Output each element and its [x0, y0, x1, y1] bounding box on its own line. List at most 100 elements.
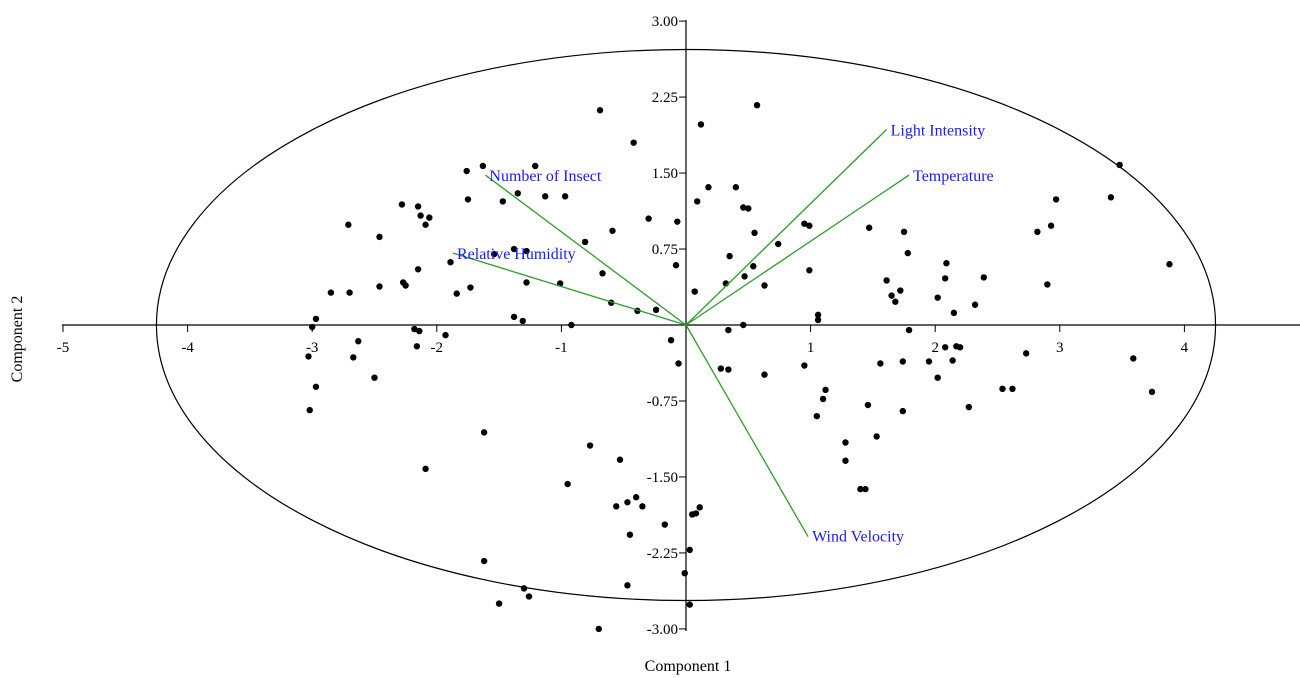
data-point: [806, 222, 813, 229]
data-point: [681, 569, 688, 577]
data-point: [523, 279, 530, 286]
data-point: [480, 557, 488, 565]
data-point: [581, 238, 589, 246]
data-point: [596, 107, 604, 114]
data-point: [900, 228, 908, 236]
data-point: [309, 323, 316, 331]
x-tick-label: -2: [431, 340, 444, 356]
vector-label-wind-velocity: Wind Velocity: [812, 529, 904, 546]
data-point: [888, 292, 895, 299]
data-point: [740, 321, 747, 329]
data-point: [490, 250, 498, 258]
data-point: [645, 215, 652, 222]
data-point: [422, 221, 429, 228]
data-point: [864, 401, 872, 409]
data-point: [814, 316, 822, 324]
y-tick-label: 1.50: [652, 166, 678, 182]
data-point: [965, 403, 973, 411]
x-tick-label: -4: [181, 340, 194, 356]
data-point: [609, 227, 616, 234]
y-axis-title: Component 2: [9, 296, 26, 383]
data-point: [801, 220, 808, 227]
data-point: [480, 429, 488, 436]
data-point: [667, 336, 675, 344]
y-tick-label: -1.50: [647, 470, 678, 486]
data-point: [402, 282, 409, 289]
data-point: [897, 287, 904, 294]
data-point: [532, 162, 539, 170]
data-point: [499, 198, 507, 205]
data-point: [819, 395, 827, 403]
data-point: [350, 354, 357, 361]
data-point: [725, 366, 732, 373]
data-point: [842, 457, 849, 464]
x-tick-label: 4: [1181, 340, 1189, 356]
data-point: [376, 233, 383, 241]
data-point: [1034, 228, 1041, 236]
data-point: [726, 252, 733, 260]
data-point: [417, 212, 424, 219]
data-point: [376, 283, 383, 290]
data-point: [877, 360, 884, 367]
data-point: [873, 433, 880, 440]
data-point: [1009, 385, 1016, 393]
data-point: [696, 504, 703, 511]
data-point: [355, 338, 362, 345]
data-point: [717, 365, 725, 372]
data-point: [732, 184, 740, 191]
data-point: [761, 371, 768, 378]
data-point: [943, 260, 950, 267]
data-point: [542, 193, 549, 200]
vector-label-number-of-insect: Number of Insect: [489, 168, 602, 185]
data-point: [956, 344, 964, 351]
vector-label-light-intensity: Light Intensity: [891, 122, 986, 139]
vector-wind-velocity: [685, 324, 809, 538]
data-point: [980, 274, 987, 281]
data-point: [741, 273, 748, 280]
data-point: [1052, 196, 1060, 203]
data-point: [753, 101, 761, 109]
data-point: [899, 407, 907, 415]
x-tick-label: 1: [807, 340, 815, 356]
data-point: [814, 311, 822, 319]
data-point: [467, 284, 474, 291]
data-point: [510, 245, 518, 253]
data-point: [453, 290, 460, 297]
data-point: [806, 267, 813, 274]
data-point: [413, 343, 421, 350]
data-point: [411, 325, 418, 333]
data-point: [327, 289, 335, 296]
data-point: [883, 277, 890, 284]
data-point: [312, 315, 320, 323]
data-point: [495, 600, 503, 607]
data-point: [416, 327, 423, 335]
data-point: [624, 499, 631, 506]
vector-light-intensity: [685, 129, 888, 326]
data-point: [899, 358, 907, 365]
data-point: [1130, 355, 1137, 362]
data-point: [761, 282, 768, 289]
x-tick-label: 2: [931, 340, 939, 356]
data-point: [514, 190, 521, 197]
data-point: [639, 503, 646, 510]
data-point: [564, 480, 571, 488]
data-point: [1148, 388, 1156, 396]
data-point: [1116, 161, 1123, 169]
data-point: [1044, 281, 1051, 288]
y-tick-label: -3.00: [647, 622, 678, 638]
data-point: [999, 385, 1006, 393]
data-point: [751, 229, 758, 237]
data-point: [740, 204, 747, 211]
data-point: [616, 456, 624, 463]
data-point: [857, 485, 864, 493]
data-point: [705, 184, 712, 191]
data-point: [652, 306, 660, 314]
data-point: [414, 266, 422, 273]
data-point: [672, 262, 680, 269]
data-point: [595, 625, 602, 633]
data-point: [626, 531, 634, 538]
data-point: [691, 288, 698, 295]
data-point: [463, 167, 470, 175]
data-point: [624, 582, 631, 589]
